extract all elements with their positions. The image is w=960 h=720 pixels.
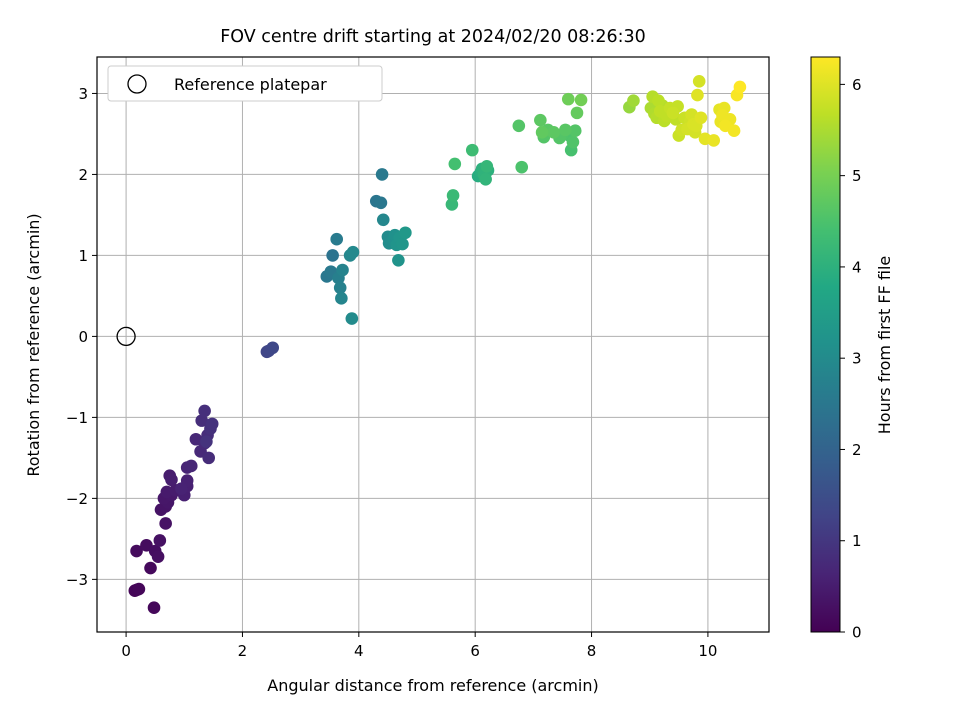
scatter-point	[202, 451, 216, 465]
scatter-point	[534, 113, 547, 127]
colorbar-tick-label: 6	[852, 76, 862, 94]
scatter-point	[666, 106, 680, 120]
colorbar-tick-label: 5	[852, 167, 862, 185]
scatter-point	[159, 517, 172, 530]
y-axis-ticks: −3 −2 −1 0 1 2 3	[66, 85, 97, 589]
plot-frame	[96, 56, 770, 633]
x-tick-label: 2	[238, 642, 248, 660]
scatter-point	[547, 126, 561, 139]
scatter-point	[132, 582, 146, 596]
scatter-point	[151, 550, 165, 563]
x-axis-ticks: 0 2 4 6 8 10	[121, 632, 717, 660]
grid-lines	[97, 57, 769, 632]
legend: Reference platepar	[107, 65, 383, 102]
scatter-point	[326, 249, 339, 262]
scatter-point	[346, 245, 360, 259]
scatter-point	[374, 196, 388, 210]
scatter-point	[153, 534, 167, 547]
scatter-point	[165, 473, 178, 487]
y-tick-label: 1	[78, 247, 88, 265]
x-tick-label: 8	[587, 642, 597, 660]
scatter-point	[570, 106, 584, 120]
scatter-point	[336, 263, 349, 277]
colorbar-tick-label: 0	[852, 624, 862, 642]
scatter-point	[707, 134, 721, 147]
scatter-point	[691, 88, 704, 102]
colorbar-ticks: 0 1 2 3 4 5 6	[840, 76, 862, 642]
y-tick-label: 2	[78, 166, 88, 184]
scatter-point	[448, 157, 462, 171]
scatter-point	[205, 417, 219, 431]
scatter-point	[345, 312, 359, 325]
scatter-point	[392, 253, 405, 267]
scatter-point	[465, 143, 479, 157]
x-axis-label: Angular distance from reference (arcmin)	[267, 676, 598, 695]
legend-box	[107, 65, 383, 102]
scatter-point	[330, 232, 344, 246]
scatter-point	[727, 124, 741, 137]
scatter-point	[144, 561, 157, 575]
colorbar-tick-label: 3	[852, 350, 862, 368]
scatter-point	[652, 94, 665, 108]
scatter-point	[515, 160, 529, 174]
y-tick-label: −1	[66, 409, 88, 427]
scatter-point	[574, 93, 588, 107]
scatter-point	[568, 124, 582, 137]
y-tick-label: 0	[78, 328, 88, 346]
scatter-point	[566, 135, 580, 149]
scatter-point	[266, 341, 280, 355]
y-tick-label: 3	[78, 85, 88, 103]
scatter-point	[147, 601, 161, 615]
scatter-point	[130, 544, 143, 558]
scatter-point	[733, 80, 747, 94]
legend-open-circle-icon	[127, 74, 147, 94]
x-tick-label: 0	[121, 642, 131, 660]
scatter-point	[559, 123, 572, 137]
scatter-point	[479, 172, 492, 186]
x-tick-label: 4	[354, 642, 364, 660]
y-axis-label: Rotation from reference (arcmin)	[24, 213, 43, 476]
x-tick-label: 10	[698, 642, 717, 660]
chart-title: FOV centre drift starting at 2024/02/20 …	[220, 27, 646, 47]
colorbar-tick-label: 1	[852, 532, 862, 550]
colorbar-gradient	[810, 56, 841, 633]
scatter-point	[376, 213, 390, 227]
colorbar-tick-label: 4	[852, 258, 862, 276]
scatter-point	[561, 92, 575, 106]
scatter-point	[195, 414, 209, 427]
legend-label: Reference platepar	[174, 75, 327, 94]
scatter-point	[200, 435, 213, 448]
scatter-point	[175, 482, 188, 495]
scatter-point	[198, 404, 211, 418]
colorbar-label: Hours from first FF file	[875, 256, 894, 435]
scatter-point	[375, 168, 389, 181]
y-tick-label: −2	[66, 490, 88, 508]
scatter-point	[512, 119, 526, 133]
scatter-point	[535, 126, 549, 139]
scatter-point	[335, 292, 348, 305]
data-points	[128, 74, 747, 615]
scatter-point	[694, 111, 708, 125]
scatter-point	[396, 237, 409, 251]
scatter-point	[446, 189, 460, 202]
scatter-point	[480, 160, 494, 173]
scatter-point	[333, 281, 347, 295]
scatter-point	[627, 94, 640, 108]
colorbar: 0 1 2 3 4 5 6 Hours from first FF file	[810, 56, 894, 642]
colorbar-tick-label: 2	[852, 441, 862, 459]
scatter-point	[692, 74, 706, 88]
x-tick-label: 6	[470, 642, 480, 660]
reference-platepar-marker	[116, 326, 136, 347]
scatter-point	[399, 226, 412, 240]
y-tick-label: −3	[66, 571, 88, 589]
scatter-point	[184, 459, 198, 473]
